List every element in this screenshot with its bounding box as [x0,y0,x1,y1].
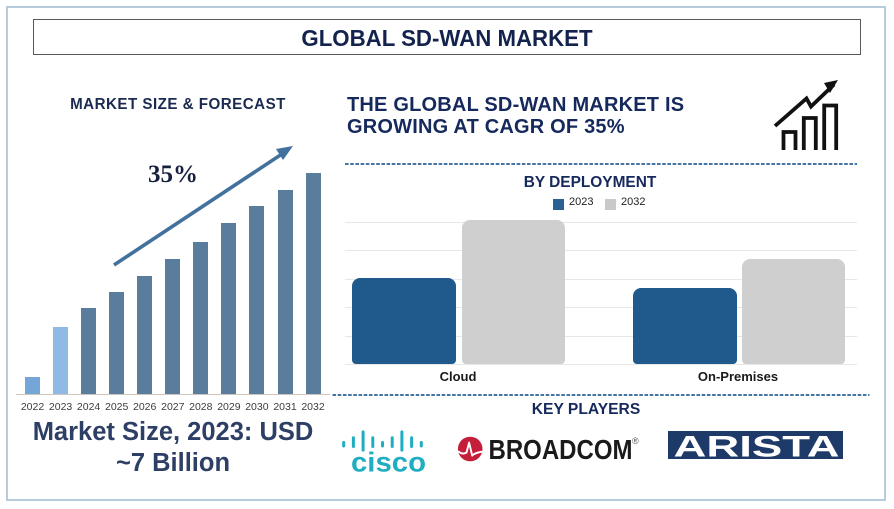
svg-text:cisco: cisco [351,447,426,477]
svg-text:ARISTA: ARISTA [674,431,840,459]
svg-text:®: ® [632,436,639,446]
svg-text:BROADCOM: BROADCOM [489,434,633,465]
